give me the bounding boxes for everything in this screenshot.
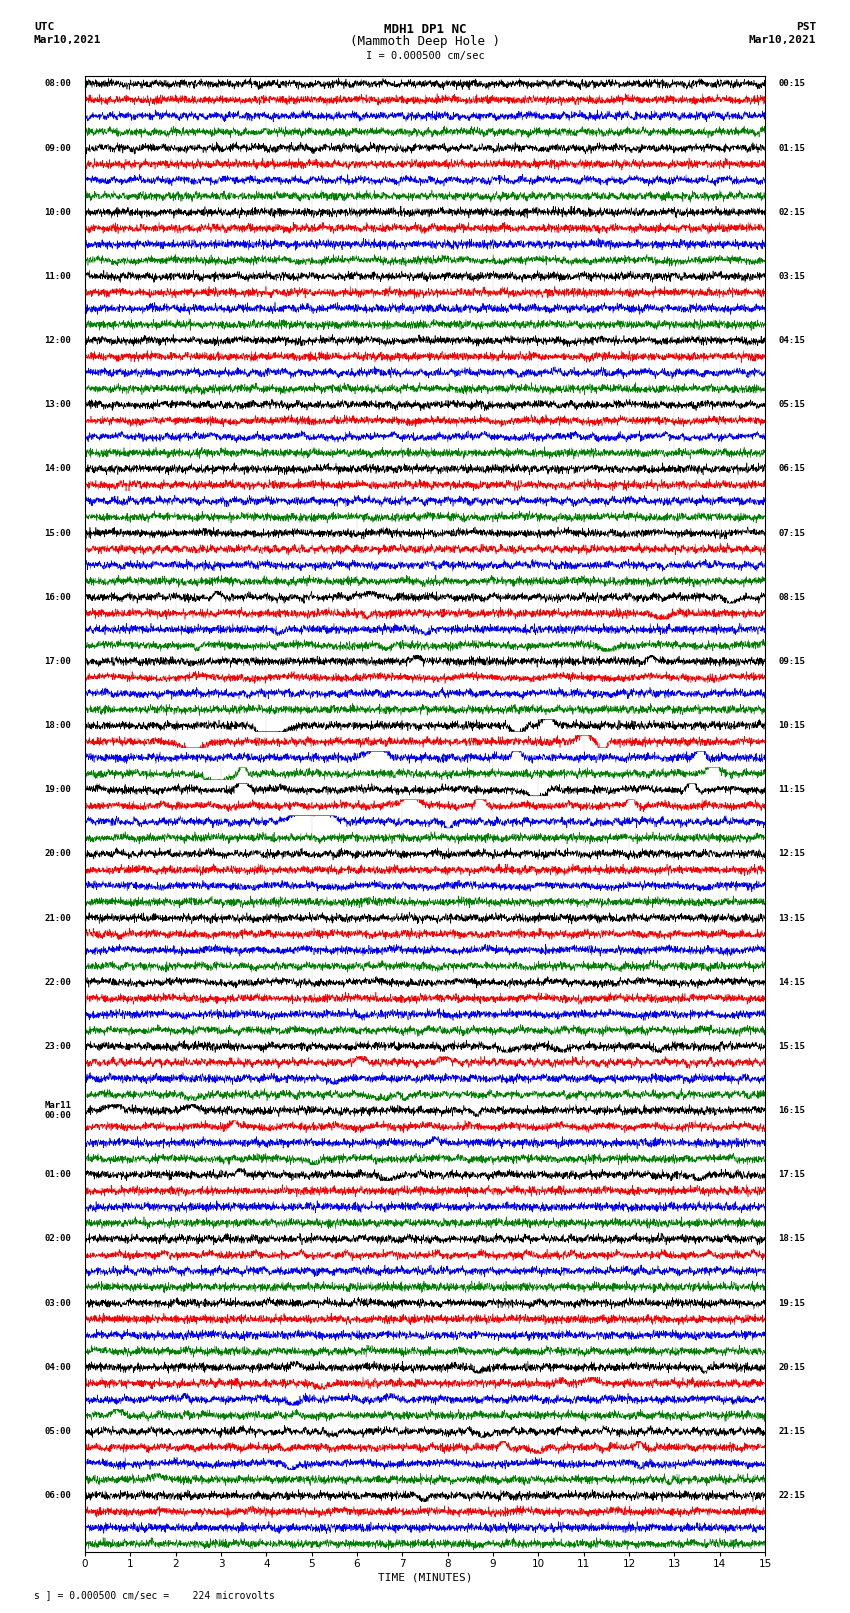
Text: 16:00: 16:00 (44, 592, 71, 602)
Text: 17:15: 17:15 (779, 1169, 806, 1179)
Text: 10:00: 10:00 (44, 208, 71, 216)
Text: 13:00: 13:00 (44, 400, 71, 410)
Text: 18:15: 18:15 (779, 1234, 806, 1244)
Text: 02:15: 02:15 (779, 208, 806, 216)
Text: 02:00: 02:00 (44, 1234, 71, 1244)
Text: (Mammoth Deep Hole ): (Mammoth Deep Hole ) (350, 35, 500, 48)
Text: 04:00: 04:00 (44, 1363, 71, 1371)
Text: 20:00: 20:00 (44, 850, 71, 858)
Text: 23:00: 23:00 (44, 1042, 71, 1052)
Text: 21:00: 21:00 (44, 913, 71, 923)
Text: 05:00: 05:00 (44, 1428, 71, 1436)
Text: 09:15: 09:15 (779, 656, 806, 666)
Text: 06:00: 06:00 (44, 1490, 71, 1500)
Text: PST: PST (796, 23, 816, 32)
Text: 13:15: 13:15 (779, 913, 806, 923)
Text: 16:15: 16:15 (779, 1107, 806, 1115)
Text: 01:15: 01:15 (779, 144, 806, 153)
X-axis label: TIME (MINUTES): TIME (MINUTES) (377, 1573, 473, 1582)
Text: 08:00: 08:00 (44, 79, 71, 89)
Text: 05:15: 05:15 (779, 400, 806, 410)
Text: 04:15: 04:15 (779, 336, 806, 345)
Text: I = 0.000500 cm/sec: I = 0.000500 cm/sec (366, 52, 484, 61)
Text: 06:15: 06:15 (779, 465, 806, 473)
Text: MDH1 DP1 NC: MDH1 DP1 NC (383, 23, 467, 37)
Text: 14:00: 14:00 (44, 465, 71, 473)
Text: 11:15: 11:15 (779, 786, 806, 794)
Text: 07:15: 07:15 (779, 529, 806, 537)
Text: 01:00: 01:00 (44, 1169, 71, 1179)
Text: 21:15: 21:15 (779, 1428, 806, 1436)
Text: 18:00: 18:00 (44, 721, 71, 731)
Text: 03:00: 03:00 (44, 1298, 71, 1308)
Text: 15:15: 15:15 (779, 1042, 806, 1052)
Text: 11:00: 11:00 (44, 273, 71, 281)
Text: 10:15: 10:15 (779, 721, 806, 731)
Text: 12:00: 12:00 (44, 336, 71, 345)
Text: 15:00: 15:00 (44, 529, 71, 537)
Text: 14:15: 14:15 (779, 977, 806, 987)
Text: 22:15: 22:15 (779, 1490, 806, 1500)
Text: s ] = 0.000500 cm/sec =    224 microvolts: s ] = 0.000500 cm/sec = 224 microvolts (34, 1590, 275, 1600)
Text: 03:15: 03:15 (779, 273, 806, 281)
Text: 12:15: 12:15 (779, 850, 806, 858)
Text: 08:15: 08:15 (779, 592, 806, 602)
Text: 19:15: 19:15 (779, 1298, 806, 1308)
Text: 00:15: 00:15 (779, 79, 806, 89)
Text: 17:00: 17:00 (44, 656, 71, 666)
Text: 19:00: 19:00 (44, 786, 71, 794)
Text: 09:00: 09:00 (44, 144, 71, 153)
Text: Mar10,2021: Mar10,2021 (34, 35, 101, 45)
Text: Mar10,2021: Mar10,2021 (749, 35, 816, 45)
Text: UTC: UTC (34, 23, 54, 32)
Text: 20:15: 20:15 (779, 1363, 806, 1371)
Text: Mar11
00:00: Mar11 00:00 (44, 1100, 71, 1121)
Text: 22:00: 22:00 (44, 977, 71, 987)
